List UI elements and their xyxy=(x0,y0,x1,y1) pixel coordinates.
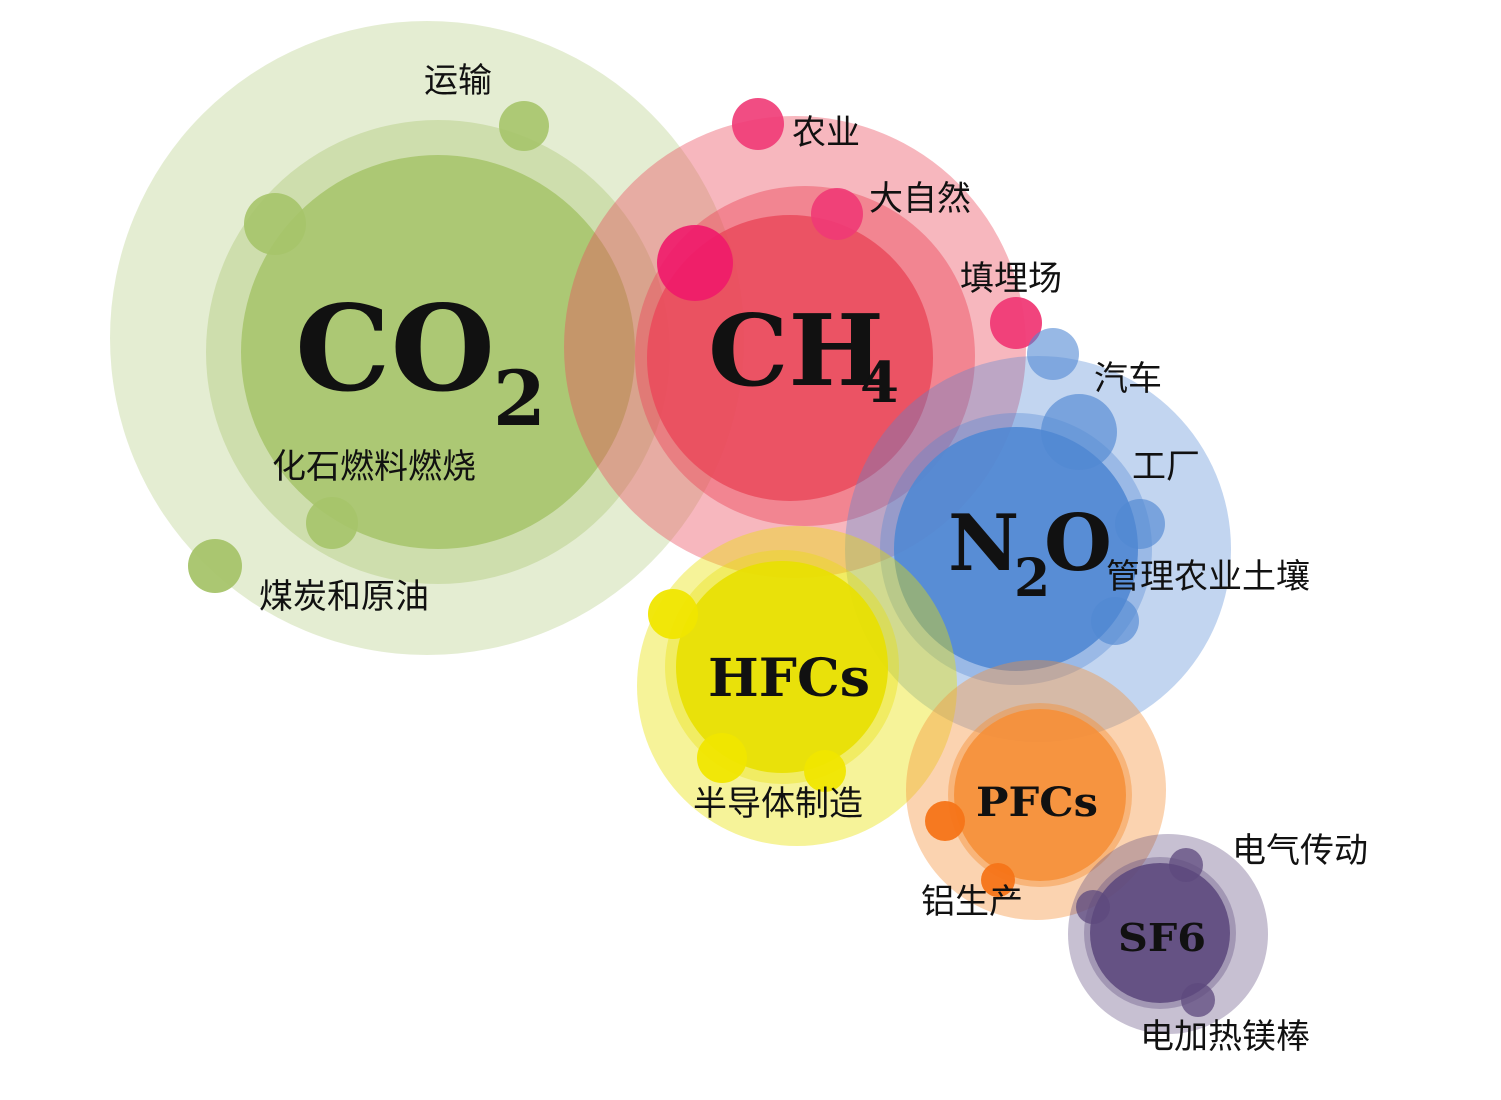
sf6-source-dot xyxy=(1169,848,1203,882)
n2o-group xyxy=(845,328,1231,742)
hfcs-source-dot xyxy=(697,733,747,783)
ch4-source-dot xyxy=(811,188,863,240)
pfcs-formula: PFCs xyxy=(976,779,1098,826)
co2-source-dot xyxy=(306,497,358,549)
pfcs-core xyxy=(954,709,1126,881)
n2o-core xyxy=(894,427,1138,671)
co2-subscript: 2 xyxy=(493,354,546,443)
source-label-cars: 汽车 xyxy=(1094,359,1162,399)
ch4-group xyxy=(564,98,1042,578)
co2-formula: CO xyxy=(295,279,495,418)
co2-source-dot xyxy=(244,193,306,255)
n2o-formula-n: N xyxy=(948,498,1019,589)
source-label-aluminum: 铝生产 xyxy=(921,882,1023,922)
sf6-group xyxy=(1068,834,1268,1034)
source-label-magnesium: 电加热镁棒 xyxy=(1140,1017,1310,1057)
source-label-electrical: 电气传动 xyxy=(1232,831,1368,871)
hfcs-group xyxy=(637,526,957,846)
ch4-source-dot xyxy=(990,297,1042,349)
sf6-formula: SF6 xyxy=(1118,915,1206,960)
n2o-subscript: 2 xyxy=(1014,548,1050,609)
hfcs-source-dot xyxy=(648,589,698,639)
hfcs-core xyxy=(676,561,888,773)
source-label-nature: 大自然 xyxy=(869,179,971,219)
pfcs-group xyxy=(906,660,1166,920)
ch4-subscript: 4 xyxy=(860,350,899,416)
sf6-source-dot xyxy=(1181,983,1215,1017)
co2-group xyxy=(110,21,744,655)
source-label-agriculture: 农业 xyxy=(792,113,860,153)
source-label-semiconductor: 半导体制造 xyxy=(693,784,863,824)
n2o-source-dot xyxy=(1115,499,1165,549)
pfcs-source-dot xyxy=(981,863,1015,897)
hfcs-source-dot xyxy=(804,750,846,792)
ch4-formula: CH xyxy=(708,294,884,409)
co2-source-dot xyxy=(499,101,549,151)
hfcs-formula: HFCs xyxy=(708,648,870,709)
n2o-formula-o: O xyxy=(1044,498,1112,589)
source-label-factories: 工厂 xyxy=(1132,447,1200,487)
n2o-source-dot xyxy=(1041,394,1117,470)
source-label-agri-soil: 管理农业土壤 xyxy=(1106,557,1310,597)
co2-source-dot xyxy=(188,539,242,593)
source-label-fossil-fuel: 化石燃料燃烧 xyxy=(272,447,476,487)
source-labels: 运输 化石燃料燃烧 煤炭和原油 农业 大自然 填埋场 汽车 工厂 管理农业土壤 … xyxy=(259,61,1368,1057)
sf6-source-dot xyxy=(1076,890,1110,924)
source-label-transport: 运输 xyxy=(424,61,492,101)
source-label-coal-oil: 煤炭和原油 xyxy=(259,577,429,617)
ch4-source-dot xyxy=(732,98,784,150)
gas-labels: CO 2 CH 4 N 2 O HFCs PFCs SF6 xyxy=(295,279,1206,960)
n2o-source-dot xyxy=(1091,597,1139,645)
n2o-source-dot xyxy=(1027,328,1079,380)
co2-core xyxy=(241,155,635,549)
sf6-core xyxy=(1090,863,1230,1003)
ch4-source-dot xyxy=(657,225,733,301)
pfcs-source-dot xyxy=(925,801,965,841)
source-label-landfill: 填埋场 xyxy=(960,259,1062,299)
